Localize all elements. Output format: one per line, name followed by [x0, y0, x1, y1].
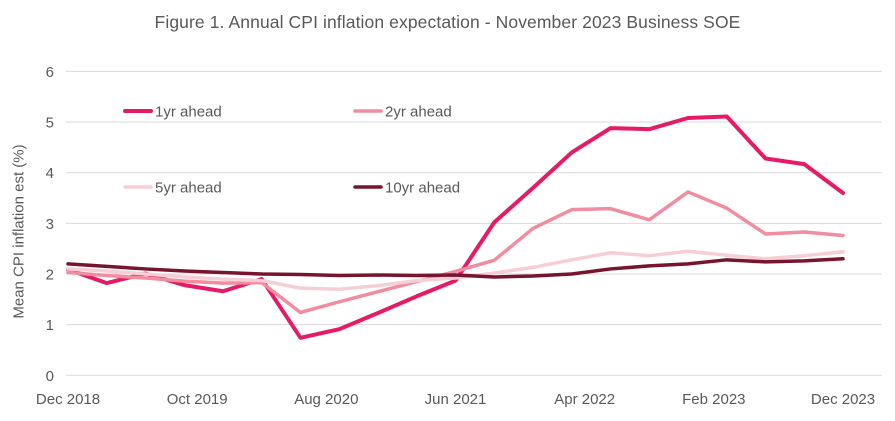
y-tick-label: 3 [46, 216, 54, 233]
x-tick-label: Apr 2022 [554, 391, 615, 408]
legend-label-2yr-ahead: 2yr ahead [385, 104, 452, 121]
y-tick-label: 0 [46, 368, 54, 385]
legend-label-10yr-ahead: 10yr ahead [385, 180, 460, 197]
y-tick-label: 5 [46, 115, 54, 132]
series-line-2yr-ahead [66, 190, 845, 315]
y-tick-label: 2 [46, 267, 54, 284]
y-tick-label: 6 [46, 64, 54, 81]
x-tick-label: Oct 2019 [167, 391, 228, 408]
y-axis-title: Mean CPI inflation est (%) [10, 144, 28, 319]
x-tick-label: Aug 2020 [294, 391, 358, 408]
y-tick-label: 4 [46, 165, 54, 182]
y-tick-label: 1 [46, 317, 54, 334]
series-line-10yr-ahead [66, 257, 845, 279]
x-tick-label: Dec 2018 [36, 391, 100, 408]
series-line-1yr-ahead [66, 114, 845, 340]
figure-title: Figure 1. Annual CPI inflation expectati… [154, 12, 741, 32]
legend-label-5yr-ahead: 5yr ahead [155, 180, 222, 197]
x-tick-label: Feb 2023 [682, 391, 745, 408]
series-line-5yr-ahead [66, 249, 845, 291]
x-tick-label: Jun 2021 [425, 391, 487, 408]
legend-label-1yr-ahead: 1yr ahead [155, 104, 222, 121]
x-tick-label: Dec 2023 [811, 391, 875, 408]
